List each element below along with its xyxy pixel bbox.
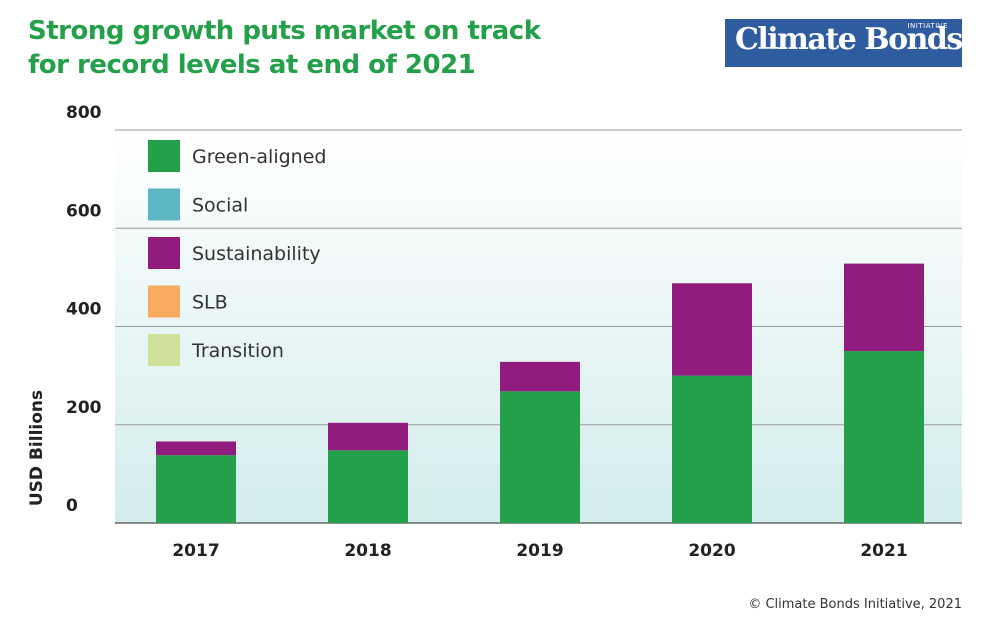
x-tick-label-2018: 2018 (344, 541, 391, 561)
legend-swatch-transition (148, 334, 180, 366)
bar-2017-sustainability (156, 441, 236, 456)
chart-title-line-2: for record levels at end of 2021 (28, 50, 476, 80)
x-tick-label-2020: 2020 (688, 541, 735, 561)
copyright-notice: © Climate Bonds Initiative, 2021 (748, 597, 962, 612)
y-axis-label: USD Billions (27, 390, 47, 506)
y-tick-label-800: 800 (66, 103, 102, 123)
legend-label-transition: Transition (191, 340, 284, 362)
y-tick-label-400: 400 (66, 300, 102, 320)
legend-swatch-slb (148, 285, 180, 318)
bar-2021-sustainability (844, 263, 924, 352)
logo-text: Climate Bonds (735, 22, 963, 57)
y-tick-label-200: 200 (66, 398, 102, 418)
x-tick-label-2021: 2021 (860, 541, 907, 561)
bar-2017-green-aligned (156, 455, 236, 523)
bar-2021-green-aligned (844, 351, 924, 523)
logo-initiative-text: INITIATIVE (907, 22, 948, 30)
y-axis-ticks: 0 200 400 600 800 (66, 103, 102, 516)
legend-swatch-sustainability (148, 237, 180, 269)
climate-bonds-logo: INITIATIVE Climate Bonds (725, 19, 963, 67)
bar-2020-sustainability (672, 283, 752, 376)
x-tick-label-2019: 2019 (516, 541, 563, 561)
bar-2019-sustainability (500, 361, 580, 392)
legend-label-social: Social (192, 195, 248, 217)
bar-2018-sustainability (328, 422, 408, 451)
legend-swatch-green-aligned (148, 140, 180, 172)
legend-label-green-aligned: Green-aligned (192, 146, 326, 168)
x-axis-labels: 2017 2018 2019 2020 2021 (172, 541, 907, 561)
x-tick-label-2017: 2017 (172, 541, 219, 561)
legend-label-sustainability: Sustainability (192, 243, 321, 265)
chart-title: Strong growth puts market on track for r… (28, 14, 541, 82)
legend-swatch-social (148, 188, 180, 221)
legend-label-slb: SLB (192, 292, 228, 314)
y-tick-label-600: 600 (66, 201, 102, 221)
bar-2019-green-aligned (500, 391, 580, 523)
y-tick-label-0: 0 (66, 496, 78, 516)
bar-2020-green-aligned (672, 375, 752, 523)
legend: Green-aligned Social Sustainability SLB Tran… (148, 140, 326, 366)
bars (156, 263, 924, 523)
chart-title-line-1: Strong growth puts market on track (28, 16, 541, 46)
bar-2018-green-aligned (328, 450, 408, 523)
